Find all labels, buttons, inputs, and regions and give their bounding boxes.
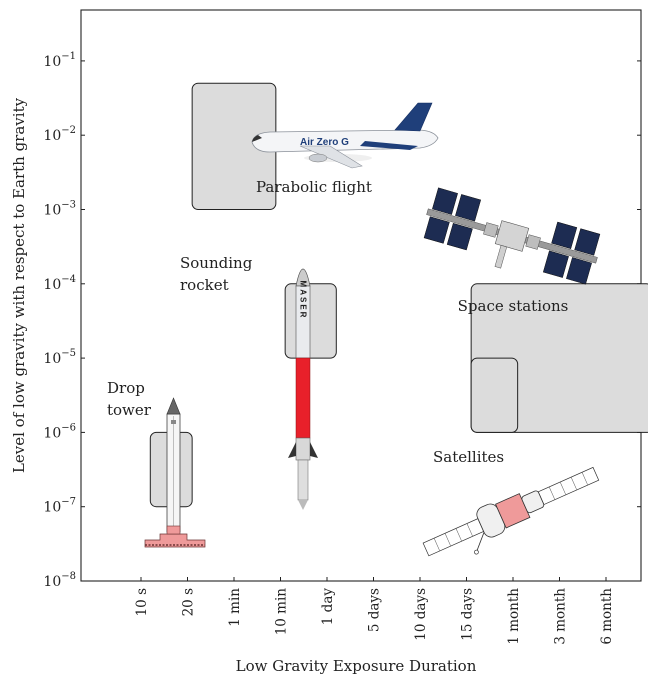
sounding-rocket-box xyxy=(284,283,337,359)
x-tick-label: 10 s xyxy=(134,588,150,616)
x-tick-label: 1 day xyxy=(320,588,336,626)
drop-tower-icon xyxy=(144,397,206,548)
airplane-icon: Air Zero G xyxy=(251,102,439,169)
x-tick-label: 5 days xyxy=(367,588,383,632)
rocket-icon: MASER xyxy=(288,268,318,510)
satellites-label: Satellites xyxy=(433,448,504,466)
y-tick-label: 10−1 xyxy=(43,51,76,70)
rocket-logo-text: MASER xyxy=(299,281,308,320)
y-tick-label: 10−8 xyxy=(43,571,76,590)
x-tick-label: 1 min xyxy=(227,588,243,627)
sounding-rocket-label: Sounding xyxy=(180,254,253,272)
y-tick-label: 10−4 xyxy=(43,274,76,293)
x-tick-label: 6 month xyxy=(599,588,615,645)
x-tick-label: 10 min xyxy=(274,588,290,636)
space-stations-label: Space stations xyxy=(458,297,569,315)
x-tick-label: 15 days xyxy=(460,588,476,641)
y-tick-label: 10−3 xyxy=(43,200,76,219)
x-tick-label: 3 month xyxy=(553,588,569,645)
x-tick-label: 10 days xyxy=(413,588,429,641)
y-axis-title: Level of low gravity with respect to Ear… xyxy=(10,97,28,473)
satellites-box xyxy=(470,357,519,433)
drop-tower-label: tower xyxy=(107,401,152,419)
drop-tower-label: Drop xyxy=(107,379,145,397)
x-tick-label: 1 month xyxy=(506,588,522,645)
y-tick-label: 10−6 xyxy=(43,422,76,441)
parabolic-flight-label: Parabolic flight xyxy=(256,178,372,196)
airline-logo-text: Air Zero G xyxy=(300,137,349,148)
x-axis-title: Low Gravity Exposure Duration xyxy=(236,657,477,675)
sounding-rocket-label: rocket xyxy=(180,276,229,294)
chart-axes: 10−8 10−7 10−6 10−5 10−4 10−3 10−2 10−1 10 s 20 s… xyxy=(10,9,642,675)
y-tick-label: 10−2 xyxy=(43,125,76,144)
satellite-icon xyxy=(422,466,600,557)
y-tick-label: 10−7 xyxy=(43,497,76,516)
space-station-icon xyxy=(423,187,601,285)
x-tick-label: 20 s xyxy=(181,588,197,616)
y-tick-label: 10−5 xyxy=(43,348,76,367)
